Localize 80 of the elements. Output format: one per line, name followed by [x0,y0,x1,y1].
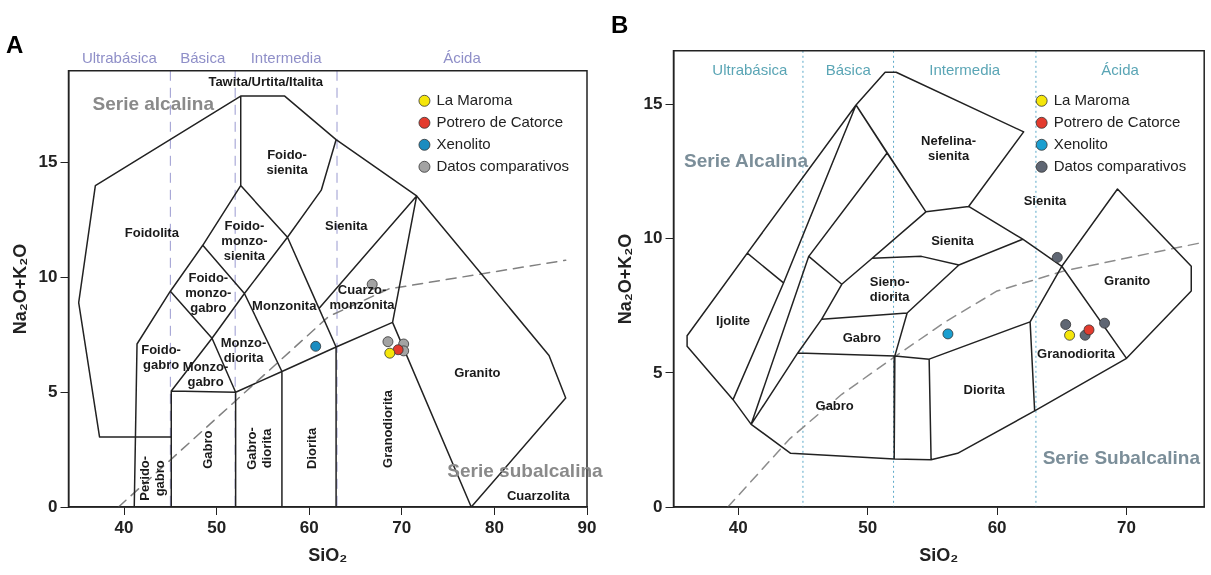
annotation: Granodiorita [1037,345,1116,361]
chart-title: B [611,11,629,39]
annotation: Granito [1104,273,1151,289]
text: Ácida [443,48,482,66]
annotation: Ácida [1101,60,1140,78]
legend-label: La Maroma [1053,90,1131,108]
point [310,340,322,352]
annotation: Foido- monzo- gabro [185,270,232,316]
annotation: Gabro [842,329,882,345]
annotation: Foido- monzo- sienita [221,218,268,264]
annotation: Gabro [199,430,215,469]
annotation: Monzonita [252,297,318,313]
annotation: Ijolite [716,313,751,329]
legend-label: La Maroma [436,90,513,108]
x-tick-label: 70 [1117,517,1136,537]
y-axis-title: Na₂O+K₂O [614,233,635,325]
annotation: Foido- sienita [266,146,309,177]
annotation: Sieno- diorita [869,273,911,304]
text: Intermedia [250,48,323,66]
annotation: Monzo- diorita [220,334,267,365]
point [382,336,394,348]
legend-label: Potrero de Catorce [1053,112,1181,130]
y-tick-label: 0 [48,496,58,516]
annotation: Granito [454,365,501,381]
annotation: Diorita [963,381,1006,397]
annotation: Cuarzolita [506,488,571,504]
annotation: Foidolita [124,225,180,241]
annotation: Sienita [324,218,369,234]
x-tick-label: 40 [114,517,134,537]
y-tick-label: 15 [38,152,58,172]
x-tick-label: 90 [577,517,597,537]
x-tick-label: 50 [207,517,227,537]
point [942,328,954,340]
legend-label: Potrero de Catorce [436,112,564,130]
y-tick-label: 0 [653,496,663,516]
x-tick-label: 80 [484,517,504,537]
annotation: Gabro- diorita [244,427,275,470]
annotation: Foido- gabro [141,341,181,372]
annotation: Gabro [815,397,854,413]
annotation: Sienita [931,232,975,248]
point [1083,324,1095,336]
y-tick-label: 5 [653,362,663,382]
annotation: Nefelina- sienita [921,132,977,163]
x-tick-label: 40 [728,517,748,537]
point [384,347,396,359]
x-tick-label: 60 [299,517,319,537]
annotation: Granodiorita [379,389,395,468]
legend-label: Datos comparativos [436,156,570,174]
point [1060,319,1072,330]
y-tick-label: 10 [38,267,58,287]
legend-label: Xenolito [1053,134,1108,152]
annotation: Ultrabásica [712,60,789,78]
annotation: Cuarzo- monzonita [329,282,396,313]
annotation: Serie Subalcalina [1042,446,1201,468]
point [392,344,404,356]
y-axis-title: Na₂O+K₂O [9,243,30,335]
annotation: Perido- gabro [137,455,168,501]
text: Ultrabásica [81,48,158,66]
text: Básica [180,48,226,66]
x-tick-label: 50 [858,517,878,537]
legend-label: Datos comparativos [1053,156,1187,174]
chart-title: A [6,31,24,59]
annotation: Serie alcalina [92,93,215,115]
point [1064,329,1075,341]
x-axis-title: SiO₂ [919,545,959,566]
annotation: Tawita/Urtita/Italita [208,73,324,89]
y-tick-label: 15 [643,94,663,114]
annotation: Intermedia [929,60,1001,78]
point [1051,252,1063,263]
y-tick-label: 10 [643,228,663,248]
x-axis-title: SiO₂ [308,545,348,566]
y-tick-label: 5 [48,381,58,401]
annotation: Diorita [303,427,319,470]
point [1099,317,1110,329]
annotation: Básica [825,60,872,78]
x-tick-label: 60 [987,517,1007,537]
legend-label: Xenolito [436,134,491,152]
x-tick-label: 70 [392,517,412,537]
annotation: Sienita [1023,192,1068,208]
annotation: Serie Alcalina [684,150,809,172]
